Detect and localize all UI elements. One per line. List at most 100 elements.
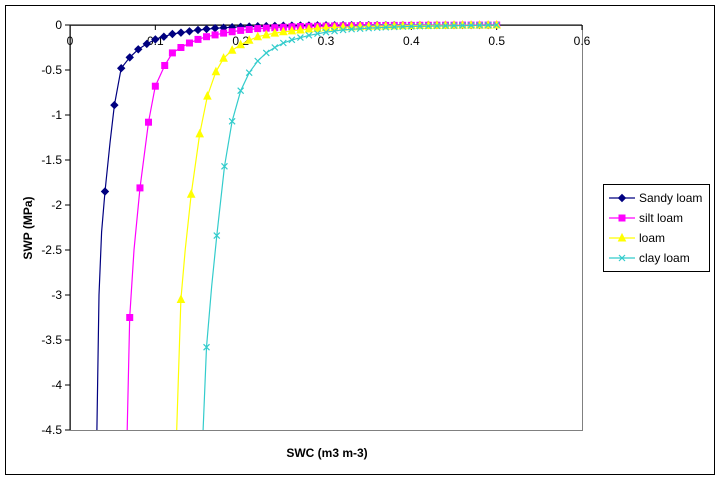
data-point-sandy-loam	[176, 28, 186, 37]
data-point-clay-loam	[221, 162, 228, 170]
data-point-clay-loam	[213, 232, 221, 240]
data-point-clay-loam	[203, 343, 210, 351]
data-point-clay-loam	[288, 36, 296, 44]
x-tick-label: 0.5	[488, 34, 505, 48]
data-point-loam	[304, 23, 314, 33]
data-point-sandy-loam	[159, 32, 169, 41]
y-axis-title: SWP (MPa)	[21, 196, 35, 259]
data-point-loam	[321, 22, 331, 32]
data-point-silt-loam	[228, 28, 236, 36]
data-point-clay-loam	[382, 23, 390, 31]
data-point-silt-loam	[203, 33, 211, 41]
data-point-silt-loam	[145, 118, 153, 126]
legend-label: loam	[639, 231, 665, 245]
data-point-silt-loam	[177, 44, 185, 51]
data-point-loam	[195, 128, 205, 138]
data-point-clay-loam	[305, 31, 313, 39]
plot-area	[70, 25, 583, 431]
data-point-loam	[236, 39, 245, 49]
legend-item-clay-loam: clay loam	[609, 251, 690, 265]
data-point-silt-loam	[126, 314, 134, 321]
data-point-loam	[186, 189, 196, 198]
data-point-loam	[253, 31, 263, 41]
data-point-sandy-loam	[168, 29, 177, 39]
data-point-loam	[279, 26, 288, 36]
data-point-silt-loam	[245, 26, 253, 33]
legend: Sandy loam silt loam loam clay loam	[603, 184, 710, 272]
data-point-clay-loam	[254, 57, 262, 65]
legend-item-sandy-loam: Sandy loam	[609, 191, 702, 205]
data-point-loam	[296, 24, 305, 34]
y-tick-label: -0.5	[41, 63, 62, 77]
x-tick-label: 0.3	[318, 34, 335, 48]
data-point-loam	[244, 35, 254, 44]
y-tick-label: -3	[51, 288, 62, 302]
data-point-silt-loam	[151, 82, 159, 90]
x-axis-title: SWC (m3 m-3)	[286, 446, 367, 460]
data-point-loam	[211, 66, 221, 76]
legend-label: silt loam	[639, 211, 683, 225]
data-point-loam	[203, 90, 212, 100]
data-point-clay-loam	[279, 39, 287, 47]
data-point-clay-loam	[339, 26, 347, 34]
data-point-clay-loam	[322, 28, 330, 36]
legend-item-silt-loam: silt loam	[609, 211, 683, 225]
data-point-clay-loam	[442, 22, 449, 30]
y-tick-label: -3.5	[41, 333, 62, 347]
series-clay-loam	[202, 21, 501, 431]
data-point-silt-loam	[168, 49, 176, 57]
data-point-silt-loam	[136, 184, 144, 192]
data-point-silt-loam	[254, 25, 262, 33]
data-point-clay-loam	[476, 21, 484, 29]
data-point-silt-loam	[161, 62, 169, 69]
data-point-sandy-loam	[100, 187, 110, 196]
data-point-clay-loam	[493, 21, 501, 29]
data-point-clay-loam	[228, 117, 236, 125]
data-point-sandy-loam	[193, 25, 203, 35]
y-tick-label: 0	[55, 18, 62, 32]
data-point-clay-loam	[348, 25, 356, 33]
data-point-silt-loam	[211, 31, 219, 39]
data-point-clay-loam	[365, 24, 373, 32]
legend-item-loam: loam	[609, 231, 665, 245]
data-point-clay-loam	[399, 23, 407, 31]
data-point-clay-loam	[245, 69, 253, 77]
data-point-silt-loam	[185, 39, 193, 47]
y-tick-label: -2	[51, 198, 62, 212]
y-tick-label: -1.5	[41, 153, 62, 167]
data-point-silt-loam	[220, 29, 228, 37]
legend-swatch-marker	[618, 254, 626, 262]
data-point-clay-loam	[296, 34, 304, 42]
data-point-clay-loam	[459, 22, 466, 29]
data-point-clay-loam	[262, 49, 270, 57]
legend-label: Sandy loam	[639, 191, 702, 205]
data-point-sandy-loam	[185, 27, 194, 36]
legend-label: clay loam	[639, 251, 690, 265]
y-tick-label: -4	[51, 378, 62, 392]
data-point-loam	[441, 20, 450, 29]
y-tick-label: -2.5	[41, 243, 62, 257]
data-point-loam	[227, 45, 237, 54]
data-point-clay-loam	[314, 30, 321, 37]
data-point-loam	[270, 27, 280, 37]
x-tick-label: 0.4	[403, 34, 420, 48]
legend-swatch-marker	[618, 214, 626, 222]
data-point-loam	[261, 29, 271, 39]
data-point-clay-loam	[467, 21, 475, 29]
data-point-silt-loam	[237, 26, 245, 34]
data-point-clay-loam	[373, 24, 381, 32]
data-point-sandy-loam	[202, 24, 211, 34]
data-point-clay-loam	[331, 27, 338, 35]
legend-swatch-marker	[617, 193, 627, 203]
data-point-sandy-loam	[134, 45, 143, 54]
legend-swatch-marker	[617, 232, 627, 242]
data-point-clay-loam	[484, 21, 492, 29]
data-point-loam	[176, 294, 186, 303]
data-point-clay-loam	[407, 22, 415, 30]
data-point-loam	[219, 53, 228, 62]
series-line-silt-loam	[126, 24, 497, 431]
data-point-sandy-loam	[110, 100, 119, 110]
data-point-sandy-loam	[125, 53, 134, 62]
data-point-sandy-loam	[142, 39, 152, 49]
